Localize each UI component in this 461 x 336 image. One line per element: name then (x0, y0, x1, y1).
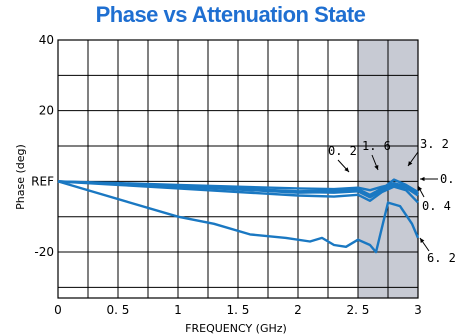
series-label: 0. 2 (328, 144, 357, 158)
annotations-group: 0. 2 1. 6 3. 2 0. 8 0. 4 6. 2 (328, 137, 461, 265)
annotation-arrowhead (418, 186, 423, 191)
x-tick-label: 0 (54, 303, 62, 317)
annotation-arrowhead (344, 167, 349, 172)
y-tick-label: -20 (34, 245, 54, 259)
plot-frame (57, 39, 419, 299)
series-label: 3. 2 (420, 137, 449, 151)
x-tick-label: 1 (174, 303, 182, 317)
series-group (57, 178, 420, 254)
y-tick-label: REF (31, 174, 54, 188)
series-line-1 (57, 180, 419, 204)
annotation-arrowhead (374, 165, 379, 170)
series-line-5 (57, 180, 420, 254)
series-label: 0. 4 (422, 199, 451, 213)
series-label: 6. 2 (427, 251, 456, 265)
annotation-arrowhead (420, 238, 425, 243)
x-axis-label: FREQUENCY (GHz) (185, 322, 287, 335)
x-tick-label: 1. 5 (227, 303, 250, 317)
annotation-arrowhead (408, 161, 413, 166)
grid (57, 39, 419, 299)
x-tick-label: 2 (294, 303, 302, 317)
series-line-4 (57, 178, 419, 197)
series-label: 1. 6 (362, 139, 391, 153)
series-label: 0. 8 (440, 172, 461, 186)
y-axis-label: Phase (deg) (14, 144, 27, 210)
y-tick-label: 20 (39, 104, 54, 118)
ticks-group: 0 0. 5 1 1. 5 2 2. 5 3 40 20 REF -20 (31, 33, 422, 317)
annotation-arrowhead (420, 176, 425, 182)
chart-title: Phase vs Attenuation State (95, 2, 366, 27)
x-tick-label: 0. 5 (107, 303, 130, 317)
y-tick-label: 40 (39, 33, 54, 47)
x-tick-label: 3 (414, 303, 422, 317)
x-tick-label: 2. 5 (347, 303, 370, 317)
